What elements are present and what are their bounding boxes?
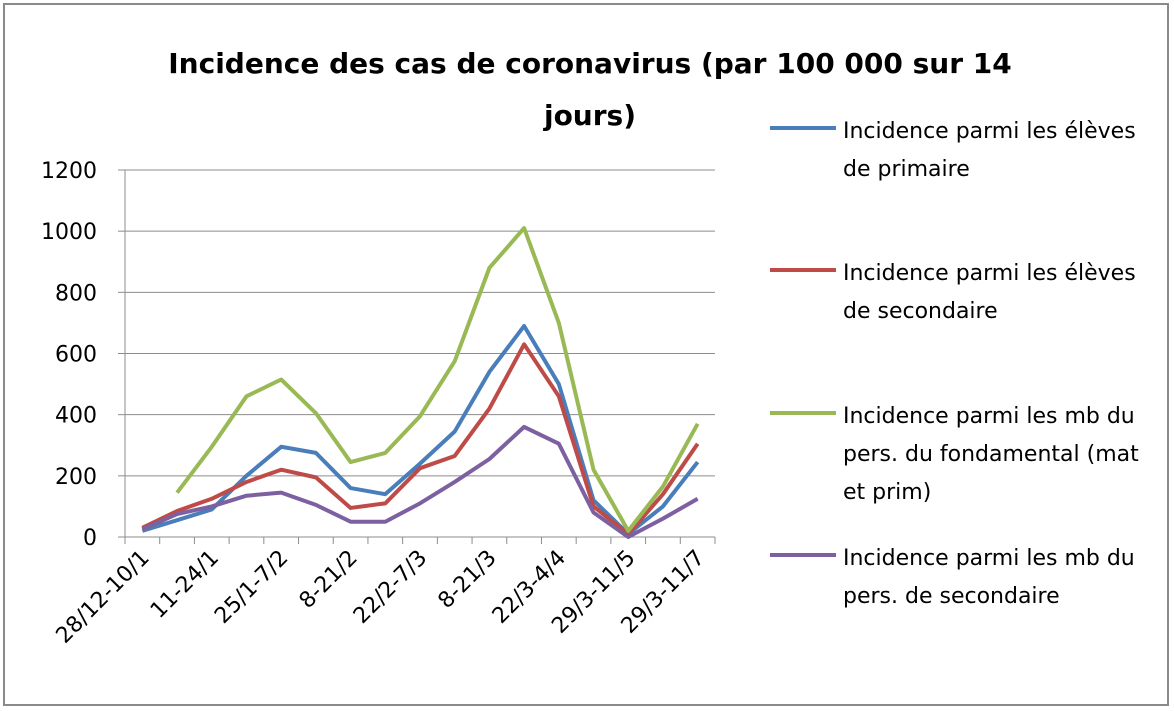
- y-tick-label: 0: [83, 526, 97, 551]
- y-tick-label: 200: [55, 465, 97, 490]
- y-tick-label: 400: [55, 404, 97, 429]
- legend-label: Incidence parmi les élèves de primaire: [843, 119, 1136, 182]
- series-line: [141, 424, 699, 539]
- x-tick-label: 28/12-10/1: [52, 546, 155, 649]
- series-line: [141, 342, 700, 536]
- legend-label: Incidence parmi les mb du pers. du fonda…: [843, 404, 1139, 505]
- y-tick-label: 1000: [41, 220, 97, 245]
- x-tick-label: 8-21/2: [295, 546, 363, 614]
- series-line: [175, 226, 700, 533]
- y-tick-label: 800: [55, 281, 97, 306]
- legend-label: Incidence parmi les mb du pers. de secon…: [843, 546, 1135, 609]
- y-tick-label: 600: [55, 343, 97, 368]
- x-tick-label: 8-21/3: [434, 546, 502, 614]
- x-tick-label: 25/1-7/2: [210, 546, 293, 629]
- x-tick-label: 22/2-7/3: [349, 546, 432, 629]
- chart-frame: [3, 3, 1169, 706]
- legend-label: Incidence parmi les élèves de secondaire: [843, 261, 1136, 324]
- y-tick-label: 1200: [41, 159, 97, 184]
- chart-title: Incidence des cas de coronavirus (par 10…: [168, 47, 1012, 132]
